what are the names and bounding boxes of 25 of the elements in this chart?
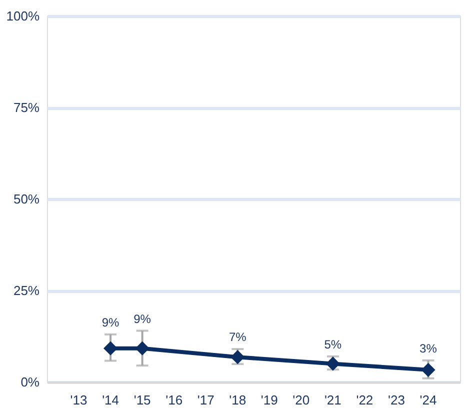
point — [421, 362, 436, 377]
y-tick-label: 25% — [13, 283, 40, 298]
x-tick-label: '16 — [166, 392, 183, 408]
data-label: 9% — [134, 312, 152, 326]
x-tick-label: '23 — [388, 392, 405, 408]
x-tick-label: '15 — [134, 392, 151, 408]
x-tick-label: '13 — [70, 392, 88, 408]
data-label: 5% — [324, 337, 342, 352]
y-tick-label: 75% — [13, 100, 40, 115]
x-tick-label: '24 — [420, 392, 437, 408]
x-tick-label: '17 — [197, 392, 214, 408]
x-tick-label: '22 — [356, 392, 374, 408]
x-tick-label: '21 — [324, 392, 342, 408]
y-tick-label: 100% — [6, 8, 40, 24]
point — [103, 341, 118, 356]
data-label: 9% — [102, 315, 120, 330]
x-tick-label: '14 — [102, 392, 120, 408]
x-tick-label: '18 — [229, 392, 246, 408]
data-label: 7% — [228, 330, 247, 344]
x-tick-label: '20 — [292, 392, 310, 408]
point — [135, 341, 150, 356]
y-tick-label: 0% — [20, 374, 40, 390]
x-tick-label: '19 — [260, 392, 278, 408]
data-label: 3% — [420, 341, 438, 356]
y-tick-label: 50% — [13, 192, 40, 206]
